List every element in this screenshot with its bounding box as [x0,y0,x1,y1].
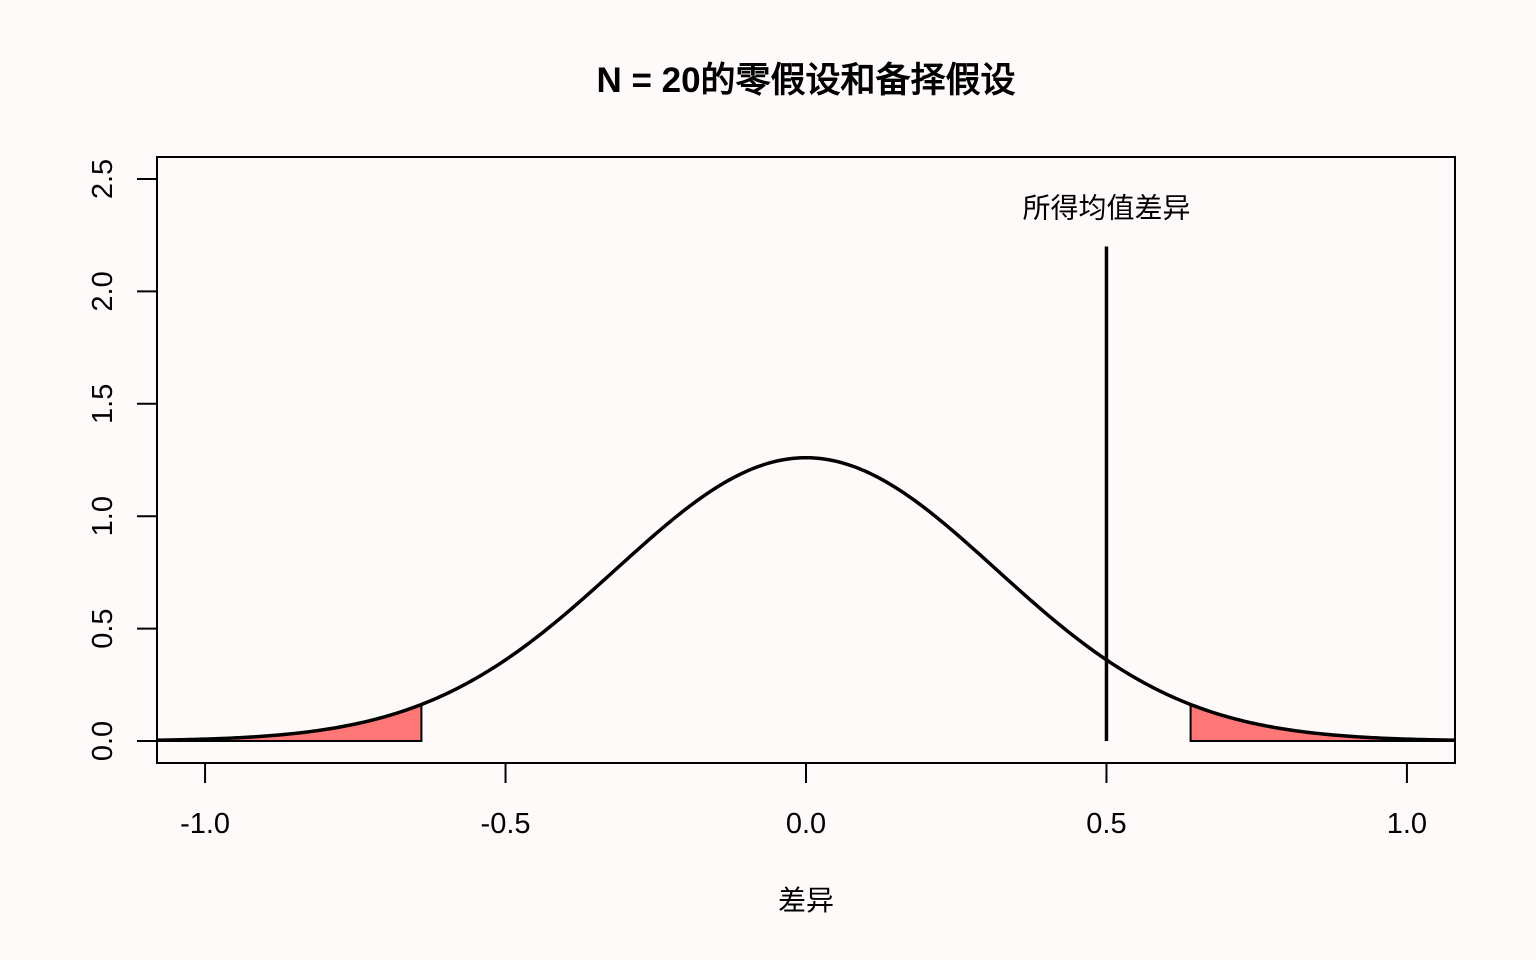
chart-title: N = 20的零假设和备择假设 [596,61,1015,100]
plot-area [156,246,1456,742]
x-tick-label-4: 1.0 [1387,808,1427,840]
plot-frame [156,156,1456,764]
y-tick-label-3: 1.5 [87,384,119,424]
x-tick-label-3: 0.5 [1086,808,1126,840]
y-tick-label-5: 2.5 [87,159,119,199]
x-tick-label-1: -0.5 [481,808,531,840]
x-tick-label-0: -1.0 [180,808,230,840]
x-tick-label-2: 0.0 [786,808,826,840]
y-tick-label-2: 1.0 [87,496,119,536]
y-tick-label-0: 0.0 [87,721,119,761]
x-axis-label: 差异 [778,884,834,917]
density-curve [156,456,1456,742]
annotation-label: 所得均值差异 [1022,192,1190,225]
y-tick-label-4: 2.0 [87,271,119,311]
x-axis: -1.0 -0.5 0.0 0.5 1.0 [180,763,1427,840]
y-tick-label-1: 0.5 [87,608,119,648]
y-axis: 0.0 0.5 1.0 1.5 2.0 2.5 [87,159,157,761]
